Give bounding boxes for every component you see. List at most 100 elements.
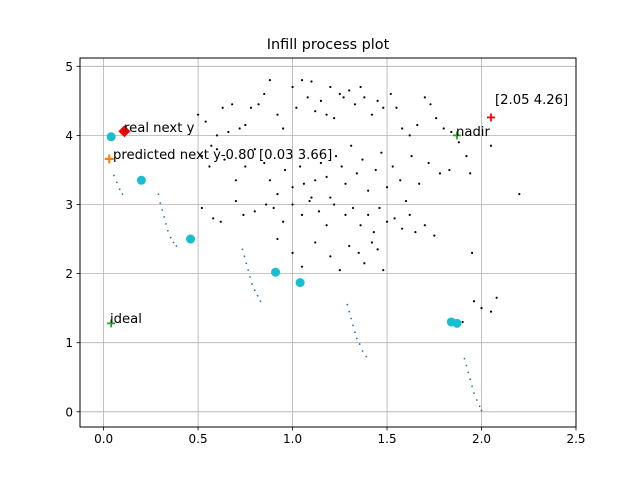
population-point xyxy=(389,92,392,96)
pareto-front-point xyxy=(467,371,470,374)
pareto-front-point xyxy=(475,399,478,401)
pareto-front-series xyxy=(113,174,483,412)
population-point xyxy=(299,165,302,168)
population-point xyxy=(300,265,304,268)
population-point xyxy=(263,161,266,165)
population-point xyxy=(438,172,442,175)
population-point xyxy=(395,106,398,109)
population-point xyxy=(310,80,313,83)
population-point xyxy=(378,206,381,210)
population-point xyxy=(333,117,336,120)
population-point xyxy=(355,172,358,175)
population-point xyxy=(310,196,313,199)
population-point xyxy=(372,231,375,234)
pareto-front-point xyxy=(346,303,349,306)
population-point xyxy=(363,96,366,99)
x-tick-label: 2.5 xyxy=(566,432,585,446)
population-point xyxy=(272,206,275,210)
population-point xyxy=(325,113,328,116)
population-point xyxy=(257,103,260,106)
population-point xyxy=(249,106,253,109)
pareto-front-point xyxy=(465,364,468,367)
population-point xyxy=(359,85,362,89)
pareto-front-point xyxy=(463,357,466,360)
population-point xyxy=(344,182,347,185)
population-point xyxy=(414,231,417,234)
y-tick-label: 5 xyxy=(65,60,73,74)
population-point xyxy=(200,206,203,210)
population-point xyxy=(370,241,374,244)
population-point xyxy=(418,182,421,185)
population-point xyxy=(276,113,279,116)
marked-point-marker xyxy=(486,113,495,122)
population-point xyxy=(359,224,362,227)
population-point xyxy=(244,165,247,168)
pareto-front-point xyxy=(348,310,351,313)
population-point xyxy=(374,168,377,172)
population-point xyxy=(489,144,493,147)
pareto-front-point xyxy=(354,331,356,334)
pareto-front-point xyxy=(471,385,473,388)
population-point xyxy=(448,168,451,172)
population-point xyxy=(348,89,351,92)
pareto-front-point xyxy=(361,350,364,352)
population-point xyxy=(393,217,396,220)
population-point xyxy=(231,103,234,106)
population-point xyxy=(319,161,323,165)
pareto-front-point xyxy=(259,300,262,303)
ideal-annotation: ideal xyxy=(110,312,142,327)
population-point xyxy=(291,203,294,206)
population-point xyxy=(212,217,215,220)
population-point xyxy=(353,103,357,106)
nadir-annotation: nadir xyxy=(456,125,490,140)
population-point xyxy=(308,199,311,203)
population-point xyxy=(219,220,222,223)
annotation-labels: ideal nadir real next y predicted next y… xyxy=(110,93,568,327)
population-point xyxy=(314,179,317,182)
population-point xyxy=(302,182,306,185)
population-point xyxy=(306,96,309,99)
x-tick-label: 0.0 xyxy=(94,432,113,446)
pareto-front-point xyxy=(473,392,475,395)
population-point xyxy=(300,79,304,82)
pareto-front-point xyxy=(365,355,368,358)
population-point xyxy=(268,79,271,82)
population-point xyxy=(253,210,256,213)
pareto-front-point xyxy=(157,193,160,196)
population-point xyxy=(408,213,411,216)
pareto-front-point xyxy=(169,236,172,239)
population-point xyxy=(291,251,294,254)
training-point xyxy=(295,278,305,288)
population-point xyxy=(333,203,336,206)
population-point xyxy=(363,262,366,265)
pareto-front-point xyxy=(478,405,481,408)
population-point xyxy=(472,300,476,303)
population-point xyxy=(283,168,287,172)
pareto-front-point xyxy=(172,241,175,244)
population-point xyxy=(461,320,464,324)
population-point xyxy=(348,244,351,248)
population-point xyxy=(370,113,374,116)
population-point xyxy=(204,120,207,123)
population-point xyxy=(480,307,483,310)
population-point xyxy=(329,196,332,199)
population-point xyxy=(291,186,294,189)
population-point xyxy=(391,165,394,168)
pareto-front-point xyxy=(245,262,248,265)
population-point xyxy=(435,117,438,120)
pareto-front-point xyxy=(249,276,251,278)
population-point xyxy=(380,151,383,154)
population-point xyxy=(344,213,347,216)
nadir-marker xyxy=(452,131,461,140)
pareto-front-point xyxy=(163,216,165,218)
pareto-front-point xyxy=(113,174,115,177)
population-point xyxy=(518,193,521,196)
training-points-series xyxy=(106,132,462,328)
population-point xyxy=(238,127,241,130)
population-point xyxy=(314,241,317,244)
population-point xyxy=(325,175,328,178)
pareto-front-point xyxy=(251,283,253,285)
x-tick-label: 1.0 xyxy=(283,432,302,446)
population-point xyxy=(263,92,266,96)
population-point xyxy=(317,210,321,213)
